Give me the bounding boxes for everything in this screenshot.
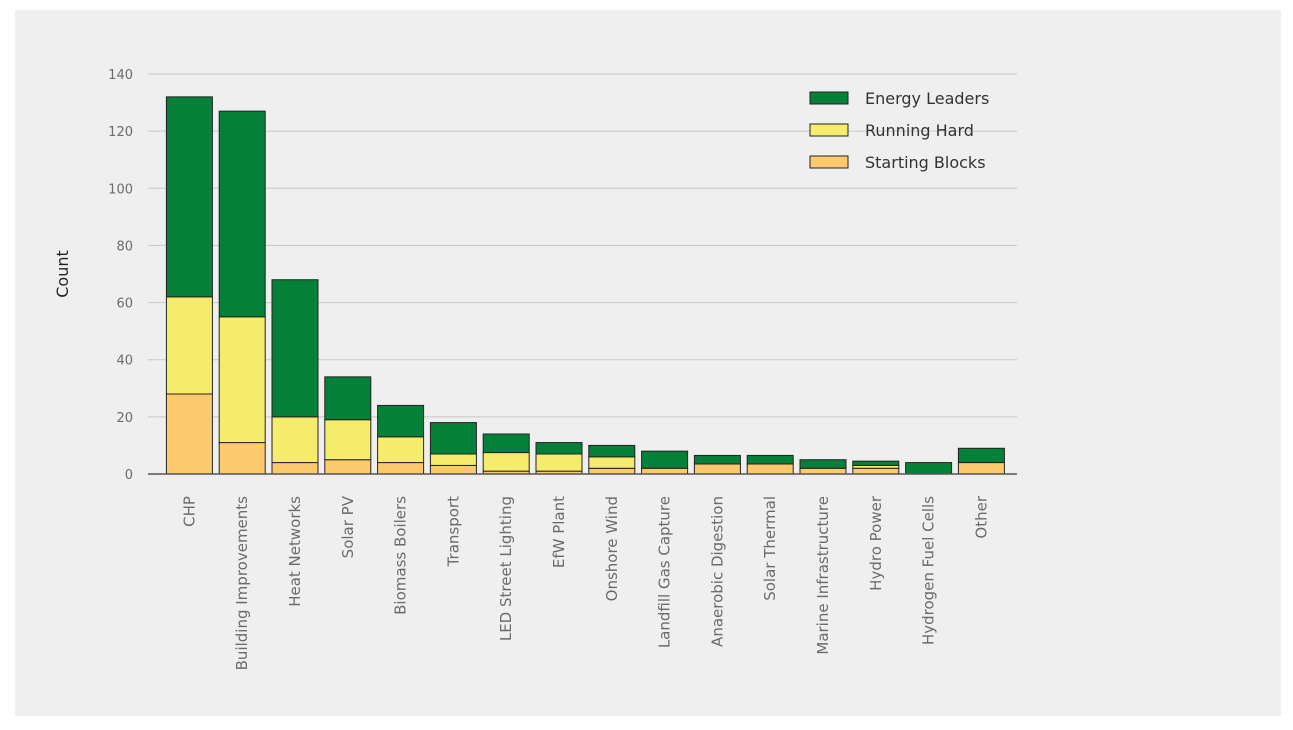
- x-tick-label: Solar PV: [339, 495, 357, 558]
- bar-segment-starting-blocks: [165, 393, 213, 475]
- x-tick-label: Landfill Gas Capture: [656, 496, 674, 648]
- bar-segment-energy-leaders: [482, 433, 530, 454]
- y-tick-label: 0: [125, 468, 133, 483]
- legend-swatch: [809, 123, 849, 137]
- bar-segment-energy-leaders: [377, 404, 425, 438]
- y-tick-label: 140: [108, 68, 133, 83]
- bar-segment-energy-leaders: [852, 460, 900, 466]
- bar-segment-energy-leaders: [324, 376, 372, 421]
- stacked-bar-chart: 0 20 40 60 80 100 120 140 CHP Building Improveme…: [53, 68, 1017, 670]
- bar-segment-running-hard: [588, 456, 636, 469]
- bar-segment-starting-blocks: [271, 462, 319, 475]
- x-tick-label: Hydro Power: [867, 495, 885, 591]
- bar-segment-energy-leaders: [641, 450, 689, 469]
- y-axis-ticks: 0 20 40 60 80 100 120 140: [108, 68, 133, 483]
- legend-swatch: [809, 91, 849, 105]
- x-tick-label: Solar Thermal: [761, 496, 779, 601]
- y-axis-label: Count: [53, 250, 72, 298]
- bar-segment-energy-leaders: [693, 454, 741, 465]
- bar-segment-energy-leaders: [429, 422, 477, 455]
- bar-segment-energy-leaders: [905, 462, 953, 475]
- bar-segment-running-hard: [324, 419, 372, 461]
- bar-segment-starting-blocks: [429, 464, 477, 475]
- legend-swatch: [809, 155, 849, 169]
- bar-segment-starting-blocks: [799, 467, 847, 475]
- x-tick-label: CHP: [180, 496, 198, 527]
- x-axis-ticks: CHP Building Improvements Heat Networks Sol…: [180, 495, 990, 670]
- bar-segment-running-hard: [165, 296, 213, 395]
- y-tick-label: 80: [116, 239, 133, 254]
- x-tick-label: Onshore Wind: [603, 496, 621, 601]
- x-tick-label: Marine Infrastructure: [814, 496, 832, 655]
- x-tick-label: Hydrogen Fuel Cells: [920, 496, 938, 645]
- bar-segment-energy-leaders: [535, 442, 583, 455]
- bar-segment-starting-blocks: [746, 463, 794, 475]
- bars: [165, 96, 1005, 475]
- bar-segment-starting-blocks: [641, 467, 689, 475]
- chart-panel: 0 20 40 60 80 100 120 140 CHP Building Improveme…: [15, 10, 1281, 716]
- bar-segment-starting-blocks: [588, 467, 636, 475]
- bar-segment-starting-blocks: [377, 462, 425, 475]
- y-tick-label: 120: [108, 125, 133, 140]
- bar-segment-running-hard: [271, 416, 319, 464]
- legend-label: Running Hard: [865, 121, 974, 140]
- bar-segment-energy-leaders: [799, 459, 847, 469]
- x-tick-label: Other: [972, 495, 990, 538]
- x-tick-label: Biomass Boilers: [392, 496, 410, 615]
- bar-segment-energy-leaders: [218, 110, 266, 318]
- legend-label: Energy Leaders: [865, 89, 989, 108]
- y-tick-label: 20: [116, 411, 133, 426]
- x-tick-label: LED Street Lighting: [497, 496, 515, 641]
- legend: Energy Leaders Running Hard Starting Block…: [809, 89, 989, 172]
- x-tick-label: Building Improvements: [233, 496, 251, 671]
- bar-segment-energy-leaders: [271, 279, 319, 418]
- x-tick-label: Transport: [444, 496, 462, 568]
- bar-segment-running-hard: [482, 452, 530, 472]
- bar-segment-running-hard: [535, 453, 583, 472]
- bar-segment-energy-leaders: [957, 447, 1005, 464]
- bar-segment-starting-blocks: [957, 462, 1005, 475]
- bar-segment-energy-leaders: [588, 444, 636, 458]
- bar-segment-energy-leaders: [746, 454, 794, 465]
- y-tick-label: 40: [116, 354, 133, 369]
- bar-segment-starting-blocks: [218, 442, 266, 475]
- y-tick-label: 60: [116, 297, 133, 312]
- bar-segment-starting-blocks: [693, 463, 741, 475]
- x-tick-label: Anaerobic Digestion: [708, 496, 726, 647]
- x-tick-label: EfW Plant: [550, 496, 568, 568]
- x-tick-label: Heat Networks: [286, 496, 304, 607]
- bar-segment-running-hard: [429, 453, 477, 466]
- legend-label: Starting Blocks: [865, 153, 986, 172]
- bar-segment-running-hard: [218, 316, 266, 444]
- bar-segment-running-hard: [377, 436, 425, 464]
- bar-segment-starting-blocks: [324, 459, 372, 475]
- y-tick-label: 100: [108, 182, 133, 197]
- bar-segment-starting-blocks: [852, 467, 900, 475]
- bar-segment-energy-leaders: [165, 96, 213, 298]
